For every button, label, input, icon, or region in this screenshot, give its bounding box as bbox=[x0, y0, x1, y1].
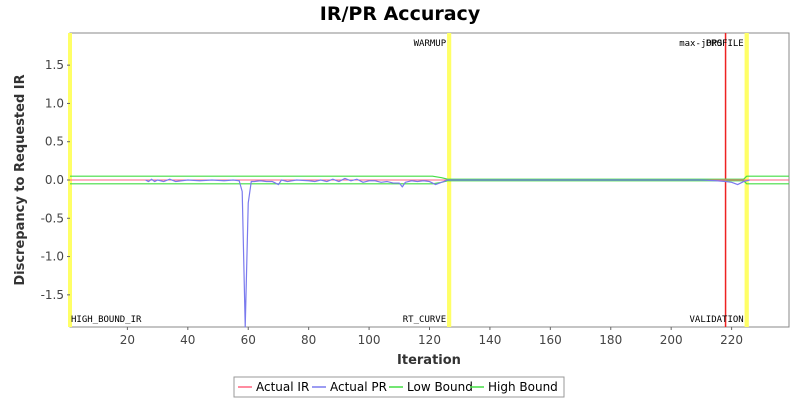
series-line-low-bound bbox=[70, 180, 789, 185]
x-tick-label: 220 bbox=[720, 333, 743, 347]
legend-label-actual-pr: Actual PR bbox=[330, 380, 387, 394]
x-tick-label: 60 bbox=[241, 333, 256, 347]
y-tick-label: -1.0 bbox=[41, 250, 64, 264]
x-tick-label: 140 bbox=[478, 333, 501, 347]
y-axis-ticks: -1.5 -1.0 -0.5 0.0 0.5 1.0 1.5 bbox=[41, 58, 70, 302]
phase-marker-label-1: WARMUP bbox=[414, 39, 447, 49]
y-axis-label: Discrepancy to Requested IR bbox=[13, 74, 28, 285]
phase-marker-label-5: PROFILE bbox=[706, 39, 744, 49]
phase-marker-label-0: HIGH_BOUND_IR bbox=[71, 315, 142, 325]
series-layer bbox=[70, 175, 789, 328]
legend: Actual IR Actual PR Low Bound High Bound bbox=[233, 376, 565, 398]
legend-label-actual-ir: Actual IR bbox=[256, 380, 309, 394]
y-tick-label: -0.5 bbox=[41, 211, 64, 225]
x-tick-label: 200 bbox=[660, 333, 683, 347]
chart-title: IR/PR Accuracy bbox=[320, 3, 481, 25]
x-axis-ticks: 20 40 60 80 100 120 140 160 180 200 220 bbox=[120, 327, 743, 347]
y-tick-label: 1.5 bbox=[45, 58, 64, 72]
x-tick-label: 180 bbox=[599, 333, 622, 347]
legend-label-low-bound: Low Bound bbox=[407, 380, 473, 394]
phase-marker-label-2: RT_CURVE bbox=[403, 315, 446, 325]
x-tick-label: 160 bbox=[539, 333, 562, 347]
phase-marker-label-3: max-jOPS bbox=[679, 39, 722, 49]
x-tick-label: 100 bbox=[358, 333, 381, 347]
x-tick-label: 80 bbox=[301, 333, 316, 347]
phase-marker-label-4: VALIDATION bbox=[690, 315, 744, 325]
x-tick-label: 40 bbox=[180, 333, 195, 347]
x-tick-label: 120 bbox=[418, 333, 441, 347]
x-tick-label: 20 bbox=[120, 333, 135, 347]
legend-label-high-bound: High Bound bbox=[488, 380, 558, 394]
y-tick-label: 0.0 bbox=[45, 173, 64, 187]
y-tick-label: -1.5 bbox=[41, 288, 64, 302]
x-axis-label: Iteration bbox=[397, 353, 461, 368]
y-tick-label: 1.0 bbox=[45, 96, 64, 110]
series-line-actual-pr bbox=[145, 177, 750, 328]
series-line-high-bound bbox=[70, 175, 789, 180]
y-tick-label: 0.5 bbox=[45, 135, 64, 149]
